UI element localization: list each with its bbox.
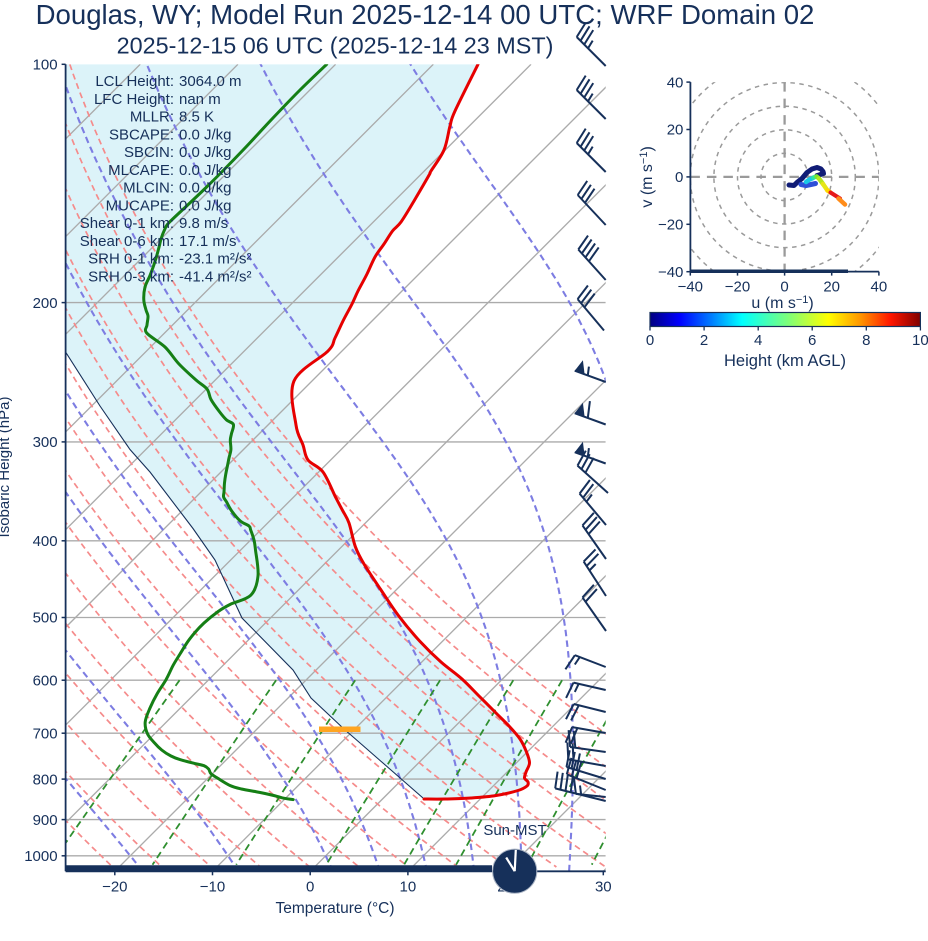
svg-text:3064.0 m: 3064.0 m bbox=[179, 73, 242, 90]
svg-text:700: 700 bbox=[33, 725, 58, 742]
svg-text:Shear 0-1 km:: Shear 0-1 km: bbox=[80, 215, 174, 232]
svg-text:−20: −20 bbox=[658, 217, 683, 234]
svg-text:−40: −40 bbox=[678, 279, 703, 296]
svg-text:1000: 1000 bbox=[24, 848, 57, 865]
svg-text:0.0 J/kg: 0.0 J/kg bbox=[179, 162, 232, 179]
svg-text:100: 100 bbox=[33, 57, 58, 74]
svg-text:−10: −10 bbox=[200, 878, 225, 895]
svg-text:Shear 0-6 km:: Shear 0-6 km: bbox=[80, 233, 174, 250]
svg-text:MLLR:: MLLR: bbox=[130, 109, 174, 126]
svg-text:0.0 J/kg: 0.0 J/kg bbox=[179, 180, 232, 197]
svg-text:300: 300 bbox=[33, 434, 58, 451]
svg-text:SBCIN:: SBCIN: bbox=[124, 144, 174, 161]
svg-text:MLCAPE:: MLCAPE: bbox=[108, 162, 174, 179]
svg-text:600: 600 bbox=[33, 672, 58, 689]
svg-text:17.1 m/s: 17.1 m/s bbox=[179, 233, 237, 250]
svg-text:SRH 0-1 km:: SRH 0-1 km: bbox=[88, 251, 174, 268]
svg-text:2: 2 bbox=[700, 332, 708, 349]
svg-text:0: 0 bbox=[675, 169, 683, 186]
svg-text:0.0 J/kg: 0.0 J/kg bbox=[179, 144, 232, 161]
svg-text:900: 900 bbox=[33, 812, 58, 829]
svg-text:6: 6 bbox=[808, 332, 816, 349]
svg-text:nan m: nan m bbox=[179, 91, 221, 108]
svg-text:0: 0 bbox=[780, 279, 788, 296]
svg-text:8: 8 bbox=[862, 332, 870, 349]
svg-text:MLCIN:: MLCIN: bbox=[123, 180, 174, 197]
svg-text:400: 400 bbox=[33, 533, 58, 550]
svg-text:20: 20 bbox=[667, 122, 684, 139]
svg-text:-23.1 m²/s²: -23.1 m²/s² bbox=[179, 251, 252, 268]
svg-text:Sun-MST: Sun-MST bbox=[483, 822, 546, 839]
svg-text:Douglas, WY; Model Run 2025-12: Douglas, WY; Model Run 2025-12-14 00 UTC… bbox=[36, 0, 815, 30]
svg-text:10: 10 bbox=[400, 878, 417, 895]
svg-text:20: 20 bbox=[823, 279, 840, 296]
svg-text:0: 0 bbox=[306, 878, 314, 895]
svg-text:9.8 m/s: 9.8 m/s bbox=[179, 215, 228, 232]
svg-text:200: 200 bbox=[33, 295, 58, 312]
svg-text:2025-12-15 06 UTC (2025-12-14: 2025-12-15 06 UTC (2025-12-14 23 MST) bbox=[117, 33, 554, 59]
svg-text:40: 40 bbox=[871, 279, 888, 296]
svg-text:Isobaric Height (hPa): Isobaric Height (hPa) bbox=[0, 397, 13, 538]
svg-text:−20: −20 bbox=[102, 878, 127, 895]
svg-text:SRH 0-3 km:: SRH 0-3 km: bbox=[88, 268, 174, 285]
svg-text:0.0 J/kg: 0.0 J/kg bbox=[179, 197, 232, 214]
svg-text:800: 800 bbox=[33, 771, 58, 788]
svg-text:30: 30 bbox=[595, 878, 612, 895]
svg-text:40: 40 bbox=[667, 74, 684, 91]
svg-text:10: 10 bbox=[912, 332, 928, 349]
svg-text:0.0 J/kg: 0.0 J/kg bbox=[179, 126, 232, 143]
svg-text:Height (km AGL): Height (km AGL) bbox=[724, 352, 846, 370]
svg-text:-41.4 m²/s²: -41.4 m²/s² bbox=[179, 268, 252, 285]
svg-text:8.5 K: 8.5 K bbox=[179, 109, 214, 126]
svg-text:4: 4 bbox=[754, 332, 762, 349]
svg-text:−20: −20 bbox=[725, 279, 750, 296]
svg-text:Temperature (°C): Temperature (°C) bbox=[275, 900, 394, 917]
svg-text:MUCAPE:: MUCAPE: bbox=[106, 197, 174, 214]
svg-text:LFC Height:: LFC Height: bbox=[94, 91, 174, 108]
svg-text:SBCAPE:: SBCAPE: bbox=[109, 126, 174, 143]
svg-text:0: 0 bbox=[646, 332, 654, 349]
svg-text:500: 500 bbox=[33, 610, 58, 627]
svg-text:LCL Height:: LCL Height: bbox=[95, 73, 174, 90]
